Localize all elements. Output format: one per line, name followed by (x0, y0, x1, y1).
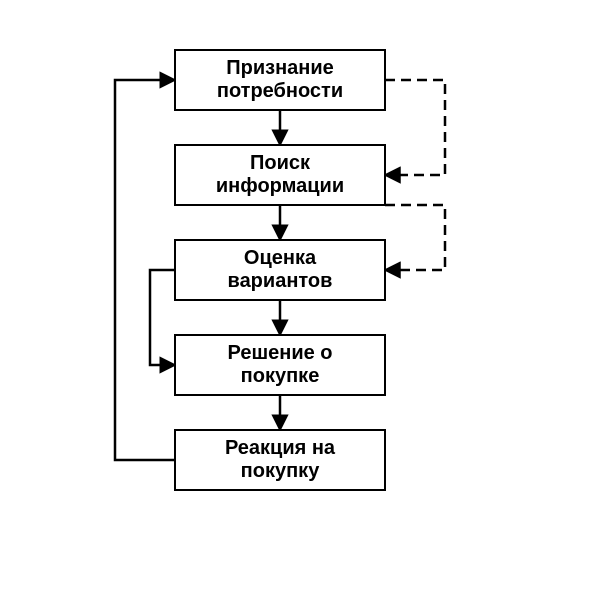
node-n4: Решение опокупке (175, 335, 385, 395)
node-n5: Реакция напокупку (175, 430, 385, 490)
node-n3: Оценкавариантов (175, 240, 385, 300)
node-label-n5-line0: Реакция на (225, 437, 336, 459)
node-label-n4-line1: покупке (241, 365, 320, 387)
node-label-n2-line0: Поиск (250, 152, 311, 174)
node-label-n2-line1: информации (216, 175, 344, 197)
node-label-n4-line0: Решение о (227, 342, 332, 364)
node-label-n3-line1: вариантов (228, 270, 333, 292)
node-n2: Поискинформации (175, 145, 385, 205)
edge-db23 (385, 205, 445, 270)
node-label-n3-line0: Оценка (244, 247, 317, 269)
node-label-n1-line1: потребности (217, 80, 343, 102)
edge-fb34_side (150, 270, 175, 365)
node-label-n1-line0: Признание (226, 57, 334, 79)
node-n1: Признаниепотребности (175, 50, 385, 110)
node-label-n5-line1: покупку (241, 460, 321, 482)
edge-db12 (385, 80, 445, 175)
flowchart-canvas: Признаниепотребности Поискинформации Оценк… (0, 0, 600, 600)
